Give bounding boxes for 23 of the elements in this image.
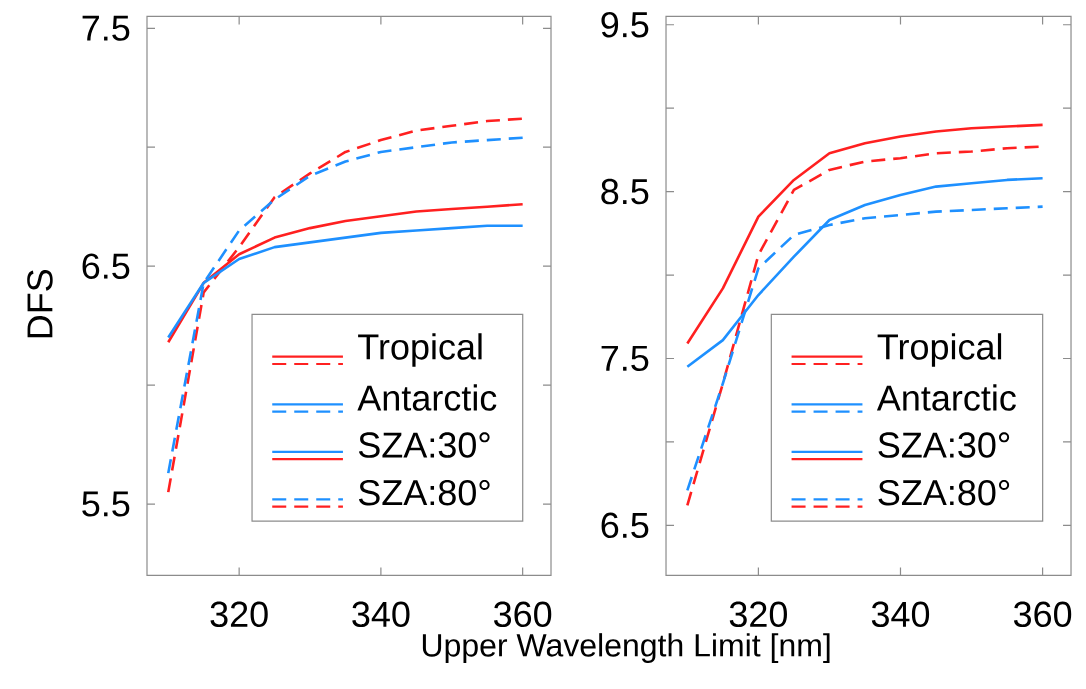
- y-tick-label: 8.5: [601, 178, 649, 205]
- y-tick-label: 7.5: [601, 345, 649, 371]
- y-tick-label: 5.5: [82, 491, 130, 517]
- x-tick-label: 340: [871, 601, 930, 627]
- y-tick-label: 6.5: [82, 253, 130, 279]
- x-tick-label: 320: [729, 601, 787, 627]
- y-axis-title: DFS: [27, 269, 53, 338]
- y-tick-label: 6.5: [601, 512, 649, 538]
- x-tick-label: 360: [1013, 601, 1072, 627]
- annotation: SZA:30°: [358, 432, 490, 458]
- annotation: Antarctic: [876, 384, 1016, 411]
- x-tick-label: 340: [352, 601, 410, 627]
- y-tick-label: 9.5: [601, 11, 649, 38]
- x-tick-label: 320: [210, 601, 268, 627]
- annotation: SZA:80°: [358, 479, 490, 506]
- annotation: SZA:80°: [878, 479, 1010, 506]
- annotation: SZA:30°: [878, 432, 1010, 458]
- x-axis-title: Upper Wavelength Limit [nm]: [422, 632, 830, 663]
- y-tick-label: 7.5: [82, 15, 130, 41]
- x-tick-label: 360: [494, 601, 552, 627]
- annotation: Antarctic: [357, 384, 497, 411]
- annotation: Tropical: [877, 333, 1002, 367]
- annotation: Tropical: [358, 333, 482, 367]
